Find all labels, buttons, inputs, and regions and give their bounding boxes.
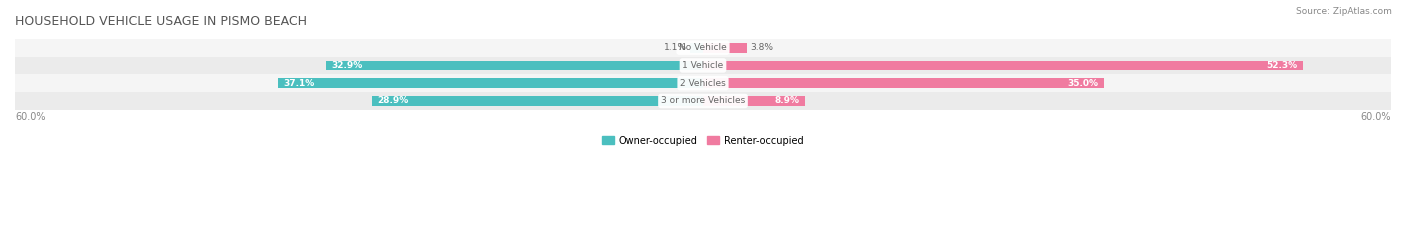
Text: 60.0%: 60.0% xyxy=(1361,112,1391,122)
Text: 8.9%: 8.9% xyxy=(775,96,800,106)
Bar xyxy=(703,96,806,106)
Text: No Vehicle: No Vehicle xyxy=(679,43,727,52)
Legend: Owner-occupied, Renter-occupied: Owner-occupied, Renter-occupied xyxy=(599,132,807,150)
Text: 1 Vehicle: 1 Vehicle xyxy=(682,61,724,70)
Text: 32.9%: 32.9% xyxy=(332,61,363,70)
Text: 52.3%: 52.3% xyxy=(1265,61,1296,70)
Text: 28.9%: 28.9% xyxy=(377,96,409,106)
Text: 1.1%: 1.1% xyxy=(664,43,688,52)
Bar xyxy=(690,43,703,53)
Text: 37.1%: 37.1% xyxy=(284,79,315,88)
Bar xyxy=(703,61,1303,70)
Text: 2 Vehicles: 2 Vehicles xyxy=(681,79,725,88)
Bar xyxy=(371,96,703,106)
Bar xyxy=(703,78,1104,88)
Text: 3.8%: 3.8% xyxy=(749,43,773,52)
Text: 35.0%: 35.0% xyxy=(1067,79,1098,88)
Bar xyxy=(15,39,1391,57)
Bar xyxy=(277,78,703,88)
Bar xyxy=(15,92,1391,110)
Bar xyxy=(15,74,1391,92)
Bar xyxy=(326,61,703,70)
Bar xyxy=(703,43,747,53)
Text: HOUSEHOLD VEHICLE USAGE IN PISMO BEACH: HOUSEHOLD VEHICLE USAGE IN PISMO BEACH xyxy=(15,15,307,28)
Text: 60.0%: 60.0% xyxy=(15,112,45,122)
Bar xyxy=(15,57,1391,74)
Text: Source: ZipAtlas.com: Source: ZipAtlas.com xyxy=(1296,7,1392,16)
Text: 3 or more Vehicles: 3 or more Vehicles xyxy=(661,96,745,106)
